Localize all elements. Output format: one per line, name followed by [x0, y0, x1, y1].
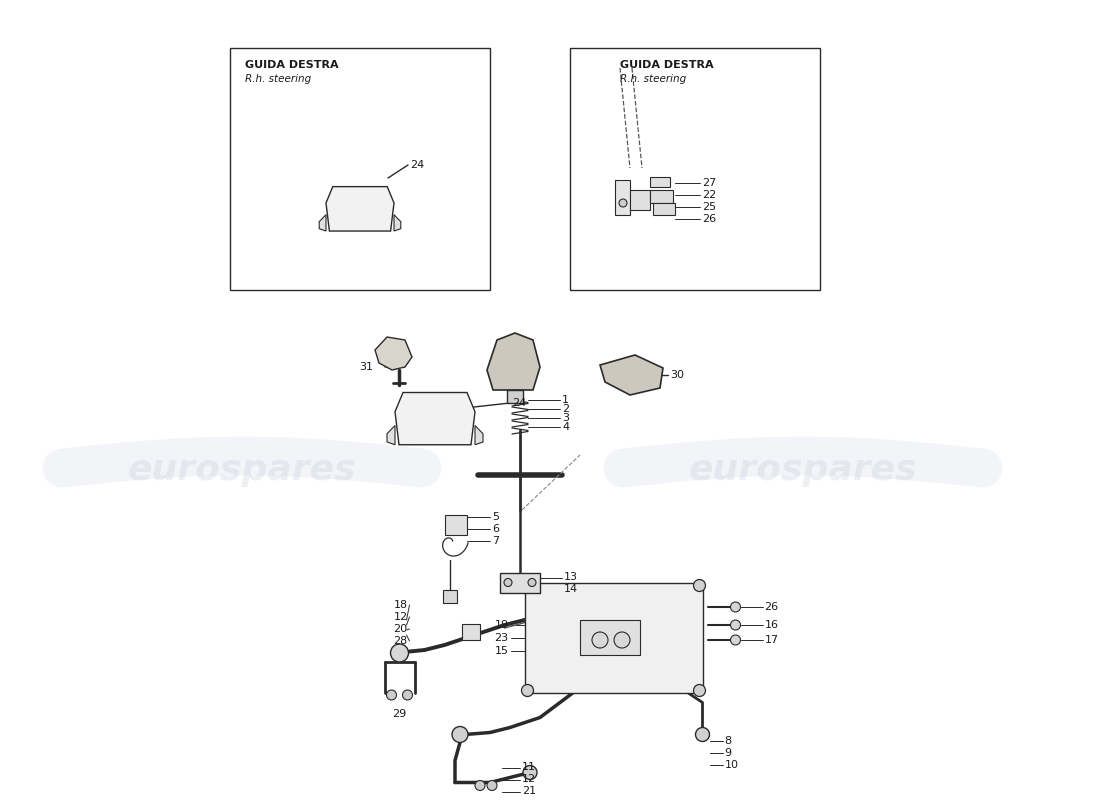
Polygon shape [650, 190, 673, 203]
Circle shape [504, 578, 512, 586]
Text: 12: 12 [522, 774, 536, 785]
Text: 1: 1 [562, 395, 569, 405]
Text: eurospares: eurospares [128, 453, 356, 487]
Polygon shape [462, 624, 480, 640]
Circle shape [452, 726, 468, 742]
Circle shape [403, 690, 412, 700]
Text: 4: 4 [562, 422, 569, 432]
Circle shape [619, 199, 627, 207]
Text: 23: 23 [494, 633, 508, 643]
Text: eurospares: eurospares [689, 453, 917, 487]
Polygon shape [653, 203, 675, 215]
Text: 6: 6 [492, 524, 499, 534]
Text: 15: 15 [495, 646, 508, 656]
Polygon shape [394, 214, 400, 231]
Circle shape [614, 632, 630, 648]
Circle shape [693, 579, 705, 591]
Text: 19: 19 [494, 620, 508, 630]
Text: 12: 12 [394, 612, 407, 622]
Polygon shape [487, 333, 540, 390]
Text: 25: 25 [702, 202, 716, 212]
Text: 26: 26 [702, 214, 716, 224]
Text: GUIDA DESTRA: GUIDA DESTRA [620, 60, 714, 70]
Polygon shape [395, 393, 475, 445]
Text: R.h. steering: R.h. steering [620, 74, 686, 84]
Text: 16: 16 [764, 620, 779, 630]
Text: 20: 20 [394, 624, 407, 634]
Polygon shape [525, 582, 703, 693]
Text: 28: 28 [394, 636, 407, 646]
Polygon shape [507, 390, 522, 403]
Circle shape [693, 685, 705, 697]
Text: 18: 18 [394, 600, 407, 610]
Text: 13: 13 [564, 573, 578, 582]
Text: 26: 26 [764, 602, 779, 612]
Bar [539, 594, 682, 677]
Text: 9: 9 [725, 747, 732, 758]
Polygon shape [326, 186, 394, 231]
Text: 10: 10 [725, 759, 738, 770]
Circle shape [475, 781, 485, 790]
Text: 31: 31 [359, 362, 373, 372]
Circle shape [730, 635, 740, 645]
Circle shape [487, 781, 497, 790]
Text: 21: 21 [522, 786, 536, 797]
Circle shape [390, 644, 408, 662]
Text: GUIDA DESTRA: GUIDA DESTRA [245, 60, 339, 70]
Circle shape [730, 602, 740, 612]
Polygon shape [443, 590, 456, 603]
Text: 24: 24 [410, 160, 425, 170]
Text: 11: 11 [522, 762, 536, 773]
Text: 17: 17 [764, 635, 779, 645]
Circle shape [695, 727, 710, 742]
Polygon shape [580, 620, 640, 655]
Text: 8: 8 [725, 735, 732, 746]
Text: 22: 22 [702, 190, 716, 200]
Polygon shape [600, 355, 663, 395]
Text: 7: 7 [492, 536, 499, 546]
Text: 3: 3 [562, 413, 569, 423]
Polygon shape [615, 180, 630, 215]
Text: R.h. steering: R.h. steering [245, 74, 311, 84]
Bar [570, 48, 820, 290]
Polygon shape [650, 177, 670, 187]
Text: 14: 14 [564, 585, 579, 594]
Circle shape [386, 690, 396, 700]
Bar [230, 48, 490, 290]
Text: 2: 2 [562, 404, 569, 414]
Circle shape [521, 685, 534, 697]
Circle shape [521, 579, 534, 591]
Bar [532, 587, 688, 682]
Circle shape [730, 620, 740, 630]
Circle shape [528, 578, 536, 586]
Text: 24: 24 [512, 398, 526, 408]
Text: 30: 30 [670, 370, 684, 380]
Polygon shape [319, 214, 326, 231]
Polygon shape [387, 426, 395, 445]
Text: 29: 29 [393, 709, 407, 719]
Text: 27: 27 [702, 178, 716, 188]
Polygon shape [500, 573, 540, 593]
Circle shape [592, 632, 608, 648]
Circle shape [522, 766, 537, 779]
Polygon shape [630, 190, 650, 210]
Polygon shape [446, 515, 468, 535]
Polygon shape [375, 337, 412, 370]
Text: 5: 5 [492, 512, 499, 522]
Polygon shape [475, 426, 483, 445]
